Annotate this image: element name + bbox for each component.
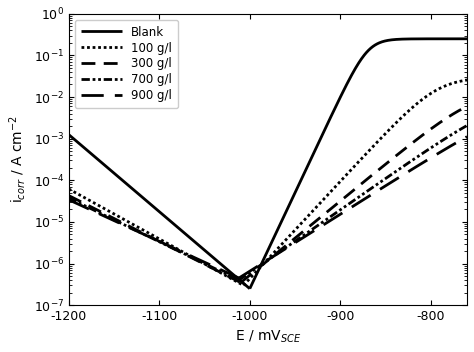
Line: 100 g/l: 100 g/l [244,80,467,285]
Legend: Blank, 100 g/l, 300 g/l, 700 g/l, 900 g/l: Blank, 100 g/l, 300 g/l, 700 g/l, 900 g/… [74,20,178,108]
300 g/l [311,220,317,224]
Line: 900 g/l: 900 g/l [239,137,467,278]
900 g/l [327,219,332,223]
100 g/l [403,111,409,115]
Blank [247,287,253,291]
100 g/l [464,78,470,82]
Blank [333,104,338,108]
Blank [405,37,410,41]
300 g/l [328,207,333,211]
700 g/l [327,215,332,220]
300 g/l [464,104,470,108]
100 g/l [313,205,319,209]
700 g/l [380,178,385,183]
Blank [383,39,389,43]
700 g/l [310,226,316,231]
Blank [464,37,470,41]
Line: Blank: Blank [250,39,467,289]
300 g/l [238,281,244,285]
300 g/l [401,147,407,151]
X-axis label: E / mV$_{SCE}$: E / mV$_{SCE}$ [235,329,301,345]
100 g/l [381,133,387,137]
Blank [273,231,279,235]
100 g/l [241,283,246,288]
Blank [404,37,410,41]
Line: 700 g/l: 700 g/l [239,126,467,280]
700 g/l [402,163,408,168]
900 g/l [464,134,470,139]
900 g/l [264,259,269,263]
300 g/l [265,258,271,262]
Y-axis label: i$_{corr}$ / A cm$^{-2}$: i$_{corr}$ / A cm$^{-2}$ [7,116,28,203]
100 g/l [267,254,273,259]
300 g/l [402,146,408,151]
700 g/l [401,164,406,168]
100 g/l [402,112,408,117]
900 g/l [401,172,406,177]
900 g/l [236,276,242,280]
900 g/l [310,229,316,233]
300 g/l [380,164,386,168]
Line: 300 g/l: 300 g/l [241,106,467,283]
700 g/l [264,259,269,263]
900 g/l [402,172,408,176]
Blank [318,136,323,140]
900 g/l [380,186,385,190]
700 g/l [236,278,242,282]
700 g/l [464,124,470,128]
100 g/l [329,188,335,192]
